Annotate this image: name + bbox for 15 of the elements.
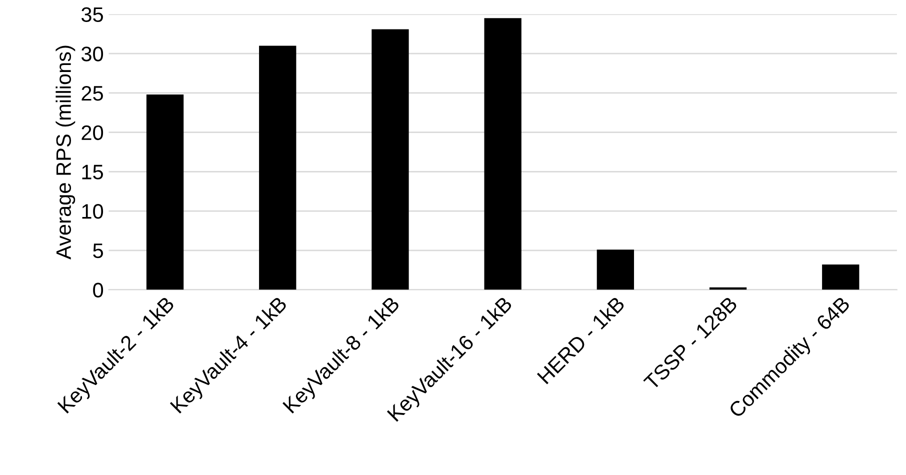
bar — [146, 94, 184, 290]
y-tick-label: 0 — [93, 282, 104, 298]
bar — [372, 29, 409, 290]
y-tick-label: 35 — [81, 7, 103, 22]
y-tick-label: 25 — [82, 86, 103, 101]
y-tick-label: 15 — [82, 164, 103, 180]
bar — [822, 264, 860, 290]
bar — [484, 18, 522, 290]
bar — [259, 46, 296, 290]
y-tick-label: 20 — [82, 125, 104, 140]
y-tick-label: 10 — [82, 204, 104, 219]
y-tick-label: 5 — [93, 244, 103, 258]
y-tick-label: 30 — [81, 46, 104, 62]
y-axis-title: Average RPS (millions) — [56, 46, 76, 260]
bar — [596, 250, 634, 290]
